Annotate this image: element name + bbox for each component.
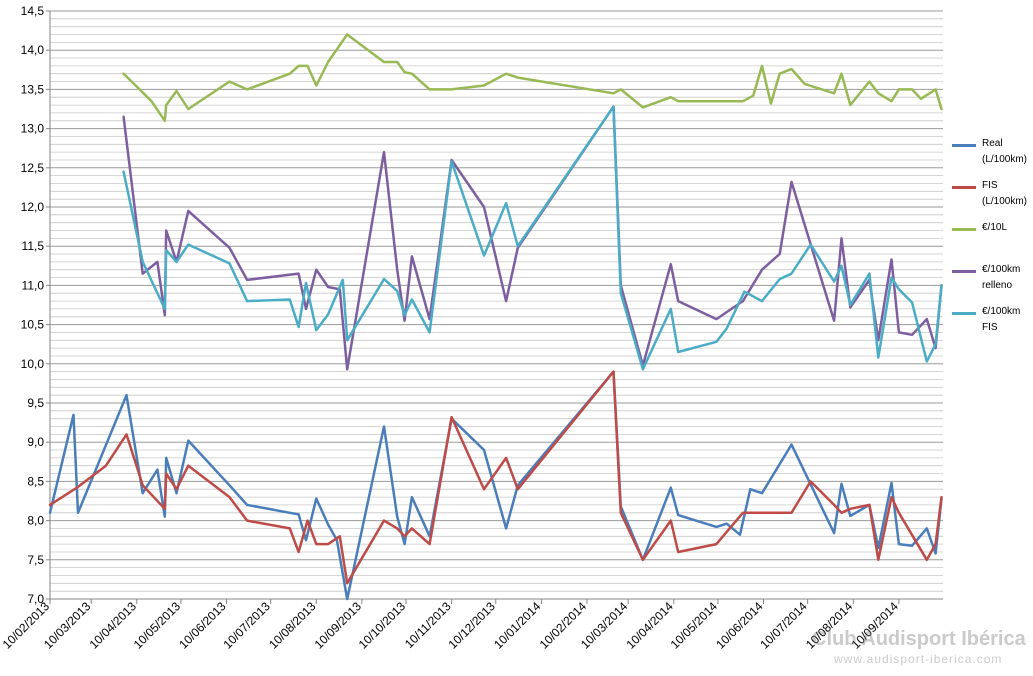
tick-labels: 7,0 7,5 8,0 8,5 9,0 9,5 10,0 10,5 11,0 11,5 12,0 12… bbox=[0, 4, 901, 652]
x-tick-label: 10/12/2013 bbox=[446, 599, 499, 652]
x-tick-label: 10/06/2013 bbox=[176, 599, 229, 652]
x-tick-label: 10/08/2013 bbox=[266, 599, 319, 652]
y-tick-label: 13,0 bbox=[21, 122, 45, 136]
axes bbox=[46, 10, 943, 604]
x-tick-label: 10/07/2014 bbox=[757, 599, 810, 652]
legend-label: FIS (L/100km) bbox=[982, 180, 1028, 207]
legend-item: FIS (L/100km) bbox=[952, 178, 1032, 220]
series-line-4 bbox=[122, 105, 943, 371]
legend-item: €/100km FIS bbox=[952, 304, 1032, 346]
legend-swatch bbox=[952, 312, 976, 315]
legend-item: €/10L bbox=[952, 220, 1032, 262]
y-tick-label: 8,5 bbox=[27, 474, 44, 488]
legend-label: Real (L/100km) bbox=[982, 138, 1028, 165]
x-tick-label: 10/04/2014 bbox=[624, 599, 677, 652]
y-tick-label: 10,5 bbox=[21, 318, 45, 332]
y-tick-label: 10,0 bbox=[21, 357, 45, 371]
legend-swatch bbox=[952, 144, 976, 147]
x-tick-label: 10/07/2013 bbox=[220, 599, 273, 652]
series bbox=[48, 33, 943, 601]
legend-label: €/100km FIS bbox=[982, 306, 1021, 333]
legend-label: €/10L bbox=[982, 222, 1008, 233]
y-tick-label: 8,0 bbox=[27, 514, 44, 528]
grid bbox=[50, 10, 943, 600]
legend-swatch bbox=[952, 270, 976, 273]
x-tick-label: 10/09/2013 bbox=[312, 599, 365, 652]
y-tick-label: 12,0 bbox=[21, 200, 45, 214]
x-tick-label: 10/06/2014 bbox=[713, 599, 766, 652]
legend-item: €/100km relleno bbox=[952, 262, 1032, 304]
x-tick-label: 10/10/2013 bbox=[356, 599, 409, 652]
x-tick-label: 10/04/2013 bbox=[87, 599, 140, 652]
y-tick-label: 14,0 bbox=[21, 43, 45, 57]
legend-swatch bbox=[952, 228, 976, 231]
y-tick-label: 11,0 bbox=[22, 278, 45, 292]
y-tick-label: 12,5 bbox=[21, 161, 45, 175]
y-tick-label: 7,0 bbox=[27, 592, 44, 606]
y-tick-label: 7,5 bbox=[27, 553, 44, 567]
watermark: Club Audisport Ibérica www.audisport-ibe… bbox=[812, 628, 1030, 668]
y-tick-label: 13,5 bbox=[21, 82, 45, 96]
x-tick-label: 10/05/2013 bbox=[131, 599, 184, 652]
legend: Real (L/100km) FIS (L/100km) €/10L €/100km … bbox=[952, 136, 1032, 346]
watermark-url: www.audisport-iberica.com bbox=[834, 652, 1003, 666]
legend-label: €/100km relleno bbox=[982, 264, 1021, 291]
series-line-5 bbox=[122, 105, 943, 371]
series-line-2 bbox=[48, 370, 943, 585]
legend-item: Real (L/100km) bbox=[952, 136, 1032, 178]
y-tick-label: 11,5 bbox=[22, 239, 45, 253]
x-tick-label: 10/01/2014 bbox=[491, 599, 544, 652]
series-line-3 bbox=[122, 33, 943, 123]
y-tick-label: 14,5 bbox=[21, 4, 45, 18]
y-tick-label: 9,0 bbox=[27, 435, 44, 449]
watermark-title: Club Audisport Ibérica bbox=[812, 628, 1026, 650]
y-tick-label: 9,5 bbox=[27, 396, 44, 410]
x-tick-label: 10/05/2014 bbox=[668, 599, 721, 652]
legend-swatch bbox=[952, 186, 976, 189]
